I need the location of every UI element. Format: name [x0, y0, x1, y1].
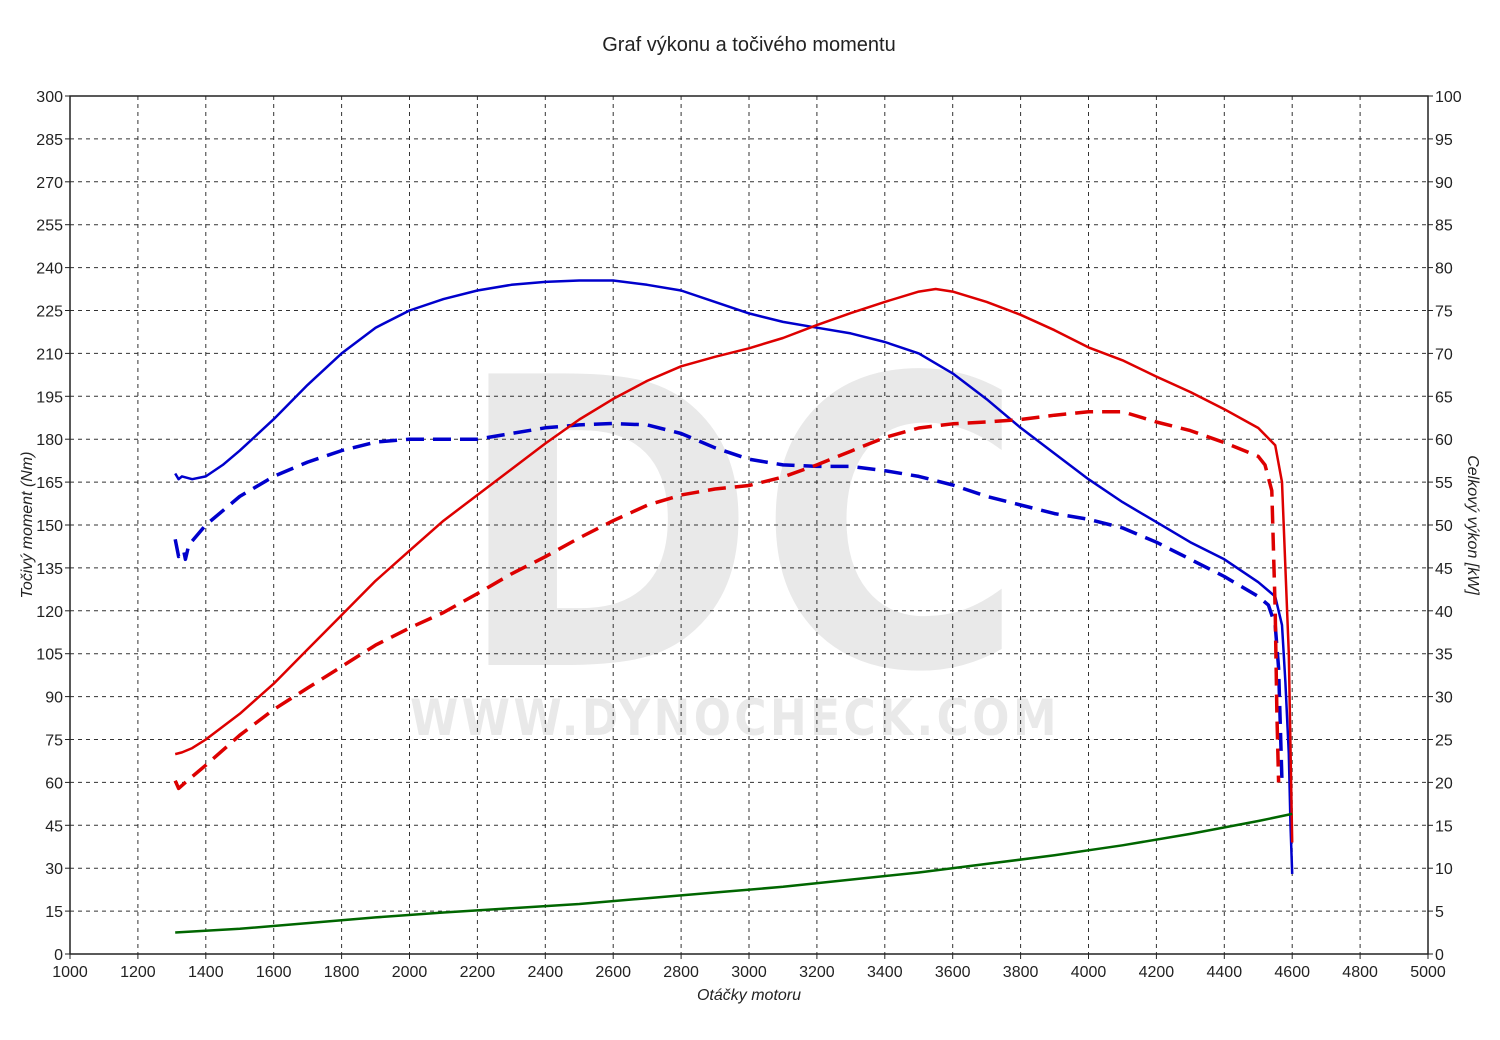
left-y-tick-label: 195 — [36, 389, 63, 406]
torque-line-dashed — [173, 421, 1284, 783]
x-tick-label: 4400 — [1207, 964, 1243, 981]
x-tick-label: 1600 — [256, 964, 292, 981]
watermark-url: WWW.DYNOCHECK.COM — [410, 689, 1060, 747]
x-tick-label: 3200 — [799, 964, 835, 981]
right-y-tick-label: 40 — [1435, 604, 1453, 621]
right-y-tick-label: 60 — [1435, 432, 1453, 449]
left-y-tick-label: 270 — [36, 175, 63, 192]
x-tick-label: 1200 — [120, 964, 156, 981]
left-y-tick-label: 225 — [36, 304, 63, 321]
x-tick-label: 4600 — [1274, 964, 1310, 981]
x-tick-label: 1000 — [52, 964, 88, 981]
x-tick-label: 2400 — [528, 964, 564, 981]
watermark-logo: DC — [455, 295, 1025, 760]
x-tick-label: 2200 — [460, 964, 496, 981]
left-y-tick-label: 120 — [36, 604, 63, 621]
x-tick-label: 3000 — [731, 964, 767, 981]
right-y-tick-label: 30 — [1435, 690, 1453, 707]
right-y-tick-label: 55 — [1435, 475, 1453, 492]
right-y-tick-label: 95 — [1435, 132, 1453, 149]
left-y-tick-label: 240 — [36, 261, 63, 278]
right-y-tick-label: 0 — [1435, 947, 1444, 964]
left-y-tick-label: 150 — [36, 518, 63, 535]
ticks: 1000 1200 1400 1600 1800 2000 2200 2400 2600 2800… — [36, 89, 1462, 981]
torque-line-solid — [174, 279, 1294, 874]
right-y-tick-label: 80 — [1435, 261, 1453, 278]
right-y-tick-label: 20 — [1435, 775, 1453, 792]
left-y-tick-label: 165 — [36, 475, 63, 492]
right-y-tick-label: 100 — [1435, 89, 1462, 106]
right-y-tick-label: 70 — [1435, 346, 1453, 363]
x-tick-label: 4200 — [1139, 964, 1175, 981]
right-y-tick-label: 15 — [1435, 818, 1453, 835]
x-tick-label: 4800 — [1342, 964, 1378, 981]
x-tick-label: 2800 — [663, 964, 699, 981]
left-y-tick-label: 285 — [36, 132, 63, 149]
left-y-tick-label: 15 — [45, 904, 63, 921]
x-tick-label: 1800 — [324, 964, 360, 981]
power-line-solid — [174, 287, 1294, 843]
series-layer — [173, 279, 1294, 934]
x-axis-title: Otáčky motoru — [697, 987, 801, 1004]
left-y-tick-label: 0 — [54, 947, 63, 964]
left-y-tick-label: 135 — [36, 561, 63, 578]
left-y-tick-label: 210 — [36, 346, 63, 363]
left-y-tick-label: 75 — [45, 733, 63, 750]
right-y-tick-label: 50 — [1435, 518, 1453, 535]
left-y-tick-label: 90 — [45, 690, 63, 707]
loss-line — [175, 812, 1293, 934]
right-y-tick-label: 85 — [1435, 218, 1453, 235]
left-y-tick-label: 180 — [36, 432, 63, 449]
left-y-tick-label: 105 — [36, 647, 63, 664]
x-tick-label: 2000 — [392, 964, 428, 981]
watermark: DC WWW.DYNOCHECK.COM — [410, 295, 1060, 760]
right-y-tick-label: 5 — [1435, 904, 1444, 921]
power-line-dashed — [173, 409, 1281, 791]
chart-title: Graf výkonu a točivého momentu — [602, 34, 895, 56]
x-tick-label: 3600 — [935, 964, 971, 981]
right-y-tick-label: 65 — [1435, 389, 1453, 406]
x-tick-label: 3800 — [1003, 964, 1039, 981]
x-tick-label: 5000 — [1410, 964, 1446, 981]
left-y-tick-label: 45 — [45, 818, 63, 835]
left-y-axis-title: Točivý moment (Nm) — [19, 452, 36, 599]
right-y-tick-label: 25 — [1435, 733, 1453, 750]
right-y-tick-label: 75 — [1435, 304, 1453, 321]
right-y-tick-label: 90 — [1435, 175, 1453, 192]
right-y-tick-label: 45 — [1435, 561, 1453, 578]
right-y-tick-label: 10 — [1435, 861, 1453, 878]
left-y-tick-label: 255 — [36, 218, 63, 235]
right-y-tick-label: 35 — [1435, 647, 1453, 664]
right-y-axis-title: Celkový výkon [kW] — [1464, 455, 1481, 595]
left-y-tick-label: 30 — [45, 861, 63, 878]
x-tick-label: 4000 — [1071, 964, 1107, 981]
left-y-tick-label: 300 — [36, 89, 63, 106]
left-y-tick-label: 60 — [45, 775, 63, 792]
x-tick-label: 2600 — [595, 964, 631, 981]
x-tick-label: 1400 — [188, 964, 224, 981]
x-tick-label: 3400 — [867, 964, 903, 981]
